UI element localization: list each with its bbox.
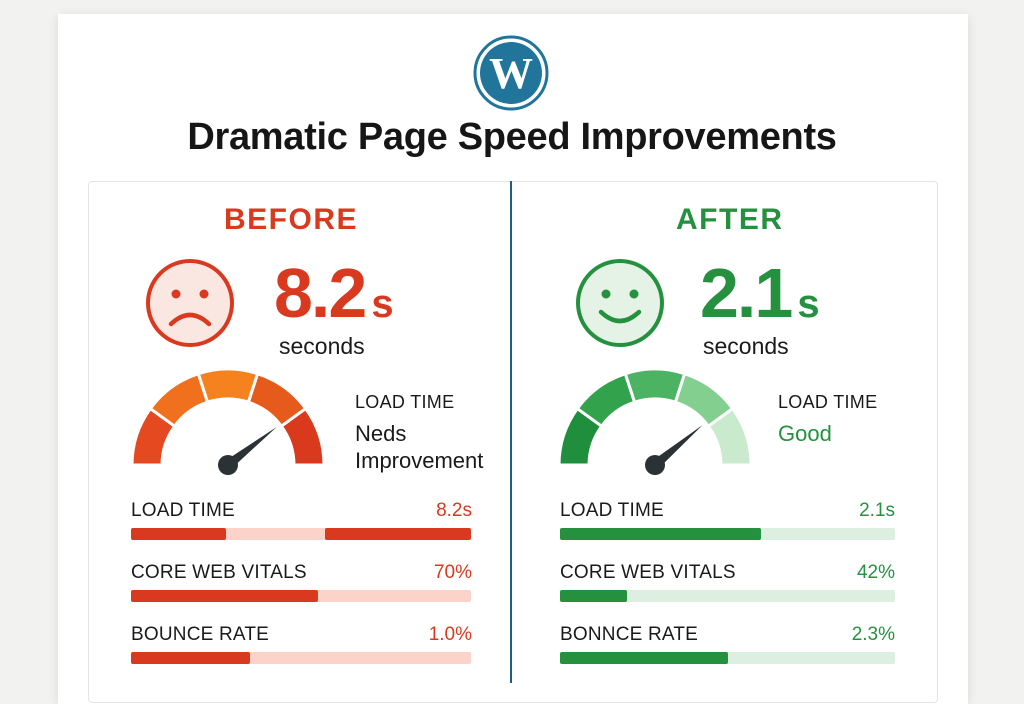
before-load-time-bar-fill-2 (324, 528, 471, 540)
before-load-time-bar-fill (131, 528, 227, 540)
after-bounce-bar (560, 652, 895, 664)
before-gauge-needle (224, 426, 277, 469)
after-gauge-hub (645, 455, 665, 475)
comparison-panel (88, 181, 938, 703)
after-metric-value-cwv: 42% (856, 562, 895, 583)
before-gauge-status: Neds Improvement (355, 420, 483, 474)
after-bounce-bar-fill (560, 652, 728, 664)
before-gauge-label: LOAD TIME (355, 392, 455, 412)
svg-text:W: W (489, 49, 533, 98)
before-gauge-status-line2: Improvement (355, 448, 484, 473)
before-bounce-bar (131, 652, 471, 664)
before-cwv-bar-fill (131, 590, 318, 602)
before-bounce-bar-fill (131, 652, 250, 664)
before-metric-value-cwv: 70% (433, 562, 472, 583)
after-metric-label-load-time: LOAD TIME (560, 500, 664, 521)
before-gauge-hub (218, 455, 238, 475)
after-load-value: 2.1 s (700, 254, 820, 332)
happy-face-icon (576, 259, 664, 347)
after-metric-value-load-time: 2.1s (859, 500, 895, 521)
before-metric-label-bounce: BOUNCE RATE (131, 624, 270, 645)
wordpress-logo-icon: W (473, 35, 549, 111)
after-metric-value-bounce: 2.3% (851, 624, 895, 645)
column-divider (510, 181, 512, 683)
before-gauge-segment-4 (279, 406, 326, 467)
before-load-gauge (130, 367, 326, 475)
before-seconds-caption: seconds (279, 333, 365, 359)
after-gauge-label: LOAD TIME (778, 392, 878, 412)
before-metric-value-load-time: 8.2s (436, 500, 472, 521)
page-title: Dramatic Page Speed Improvements (187, 116, 837, 158)
after-gauge-status: Good (778, 421, 832, 446)
after-load-gauge (557, 367, 753, 475)
after-metric-label-cwv: CORE WEB VITALS (560, 562, 736, 583)
before-load-value: 8.2 s (274, 254, 394, 332)
after-load-time-bar (560, 528, 895, 540)
after-cwv-bar (560, 590, 895, 602)
before-cwv-bar (131, 590, 471, 602)
after-title: AFTER (676, 203, 784, 236)
sad-face-icon (146, 259, 234, 347)
after-seconds-caption: seconds (703, 333, 789, 359)
before-metric-value-bounce: 1.0% (428, 624, 472, 645)
before-load-time-bar (131, 528, 471, 540)
before-title: BEFORE (224, 203, 359, 236)
after-cwv-bar-fill (560, 590, 627, 602)
before-gauge-status-line1: Neds (355, 421, 407, 446)
after-metric-label-bounce: BONNCE RATE (560, 624, 699, 645)
before-metric-label-load-time: LOAD TIME (131, 500, 235, 521)
after-gauge-needle (651, 425, 703, 469)
after-load-time-bar-fill (560, 528, 761, 540)
after-gauge-segment-4 (706, 406, 753, 467)
before-metric-label-cwv: CORE WEB VITALS (131, 562, 307, 583)
